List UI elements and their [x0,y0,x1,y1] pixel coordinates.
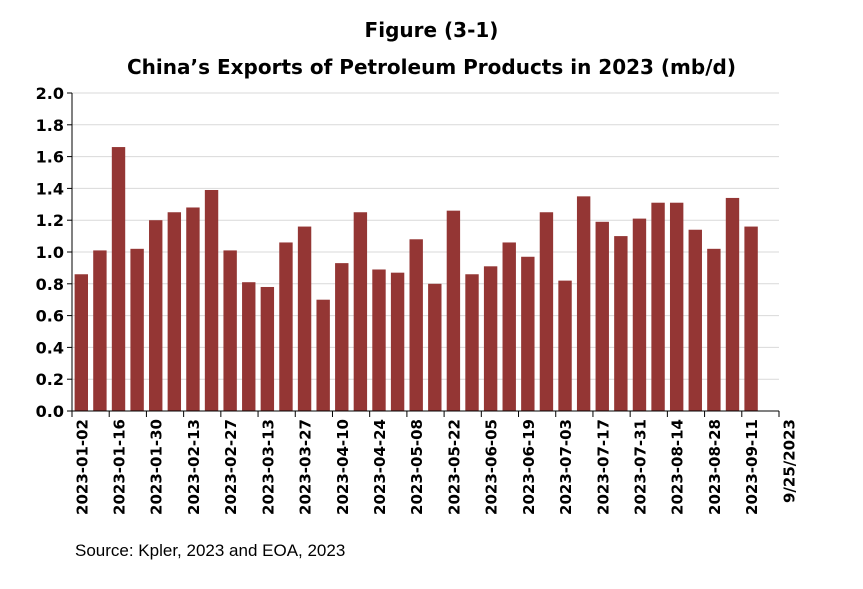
x-tick-label: 2023-03-27 [297,419,315,515]
y-tick-label: 0.0 [36,402,64,421]
bar [614,236,628,411]
bar [465,274,479,411]
bar [223,250,237,411]
chart-subtitle: China’s Exports of Petroleum Products in… [127,55,736,79]
bar [707,248,721,411]
y-tick-label: 0.2 [36,370,64,389]
bar [502,242,516,411]
y-tick-label: 0.8 [36,275,64,294]
x-tick-label: 2023-06-05 [483,419,501,515]
x-tick-label: 9/25/2023 [780,419,798,503]
bar [186,207,200,411]
bar [279,242,293,411]
y-tick-label: 2.0 [36,84,64,103]
bar [428,283,442,411]
x-tick-label: 2023-06-19 [520,419,538,515]
bar [651,202,665,411]
x-tick-label: 2023-05-22 [445,419,463,515]
bar [390,272,405,411]
bar [74,274,89,411]
x-tick-label: 2023-02-13 [185,419,203,515]
x-tick-label: 2023-07-03 [557,419,575,515]
bar [111,147,126,411]
y-tick-label: 0.4 [36,338,64,357]
bar [595,221,609,411]
source-note: Source: Kpler, 2023 and EOA, 2023 [75,541,346,560]
axes [67,92,780,417]
bar [632,218,647,411]
x-tick-label: 2023-01-30 [148,419,166,515]
y-tick-label: 1.4 [36,179,64,198]
x-tick-label: 2023-01-02 [73,419,91,515]
bar [483,266,498,411]
x-tick-label: 2023-03-13 [259,419,277,515]
x-tick-label: 2023-05-08 [408,419,426,515]
bar [149,220,163,411]
bar [297,226,312,411]
chart-title: Figure (3-1) [364,18,499,42]
bars [74,147,758,411]
x-tick-label: 2023-08-14 [669,419,687,515]
bar [669,202,684,411]
bar [93,250,107,411]
x-tick-label: 2023-07-17 [594,419,612,515]
bar [372,269,386,411]
x-tick-label: 2023-08-28 [706,419,724,515]
bar [409,239,423,411]
bar-chart: 0.0 0.2 0.4 0.6 0.8 1.0 1.2 1.4 1.6 1.8 2.0 2023-0… [36,84,799,515]
bar [539,212,554,411]
bar [204,189,219,411]
x-tick-label: 2023-01-16 [111,419,129,515]
x-tick-label: 2023-04-10 [334,419,352,515]
x-tick-label: 2023-09-11 [743,419,761,515]
bar [521,256,535,411]
bar [316,299,330,411]
x-tick-label: 2023-07-31 [631,419,649,515]
bar [335,263,349,411]
bar [446,210,461,411]
y-tick-label: 1.8 [36,116,64,135]
y-tick-label: 1.6 [36,148,64,167]
y-axis-tick-labels: 0.0 0.2 0.4 0.6 0.8 1.0 1.2 1.4 1.6 1.8 2.0 [36,84,64,421]
bar [130,248,144,411]
x-tick-label: 2023-04-24 [371,419,389,515]
bar [558,280,572,411]
bar [744,226,758,411]
y-tick-label: 1.2 [36,211,64,230]
bar [725,197,740,411]
y-tick-label: 1.0 [36,243,64,262]
bar [353,212,368,411]
bar [167,212,182,411]
bar [576,196,591,411]
bar [242,282,256,411]
x-tick-label: 2023-02-27 [222,419,240,515]
x-axis-tick-labels: 2023-01-02 2023-01-16 2023-01-30 2023-02-13… [73,419,798,515]
y-tick-label: 0.6 [36,307,64,326]
bar [260,286,275,411]
bar [688,229,702,411]
